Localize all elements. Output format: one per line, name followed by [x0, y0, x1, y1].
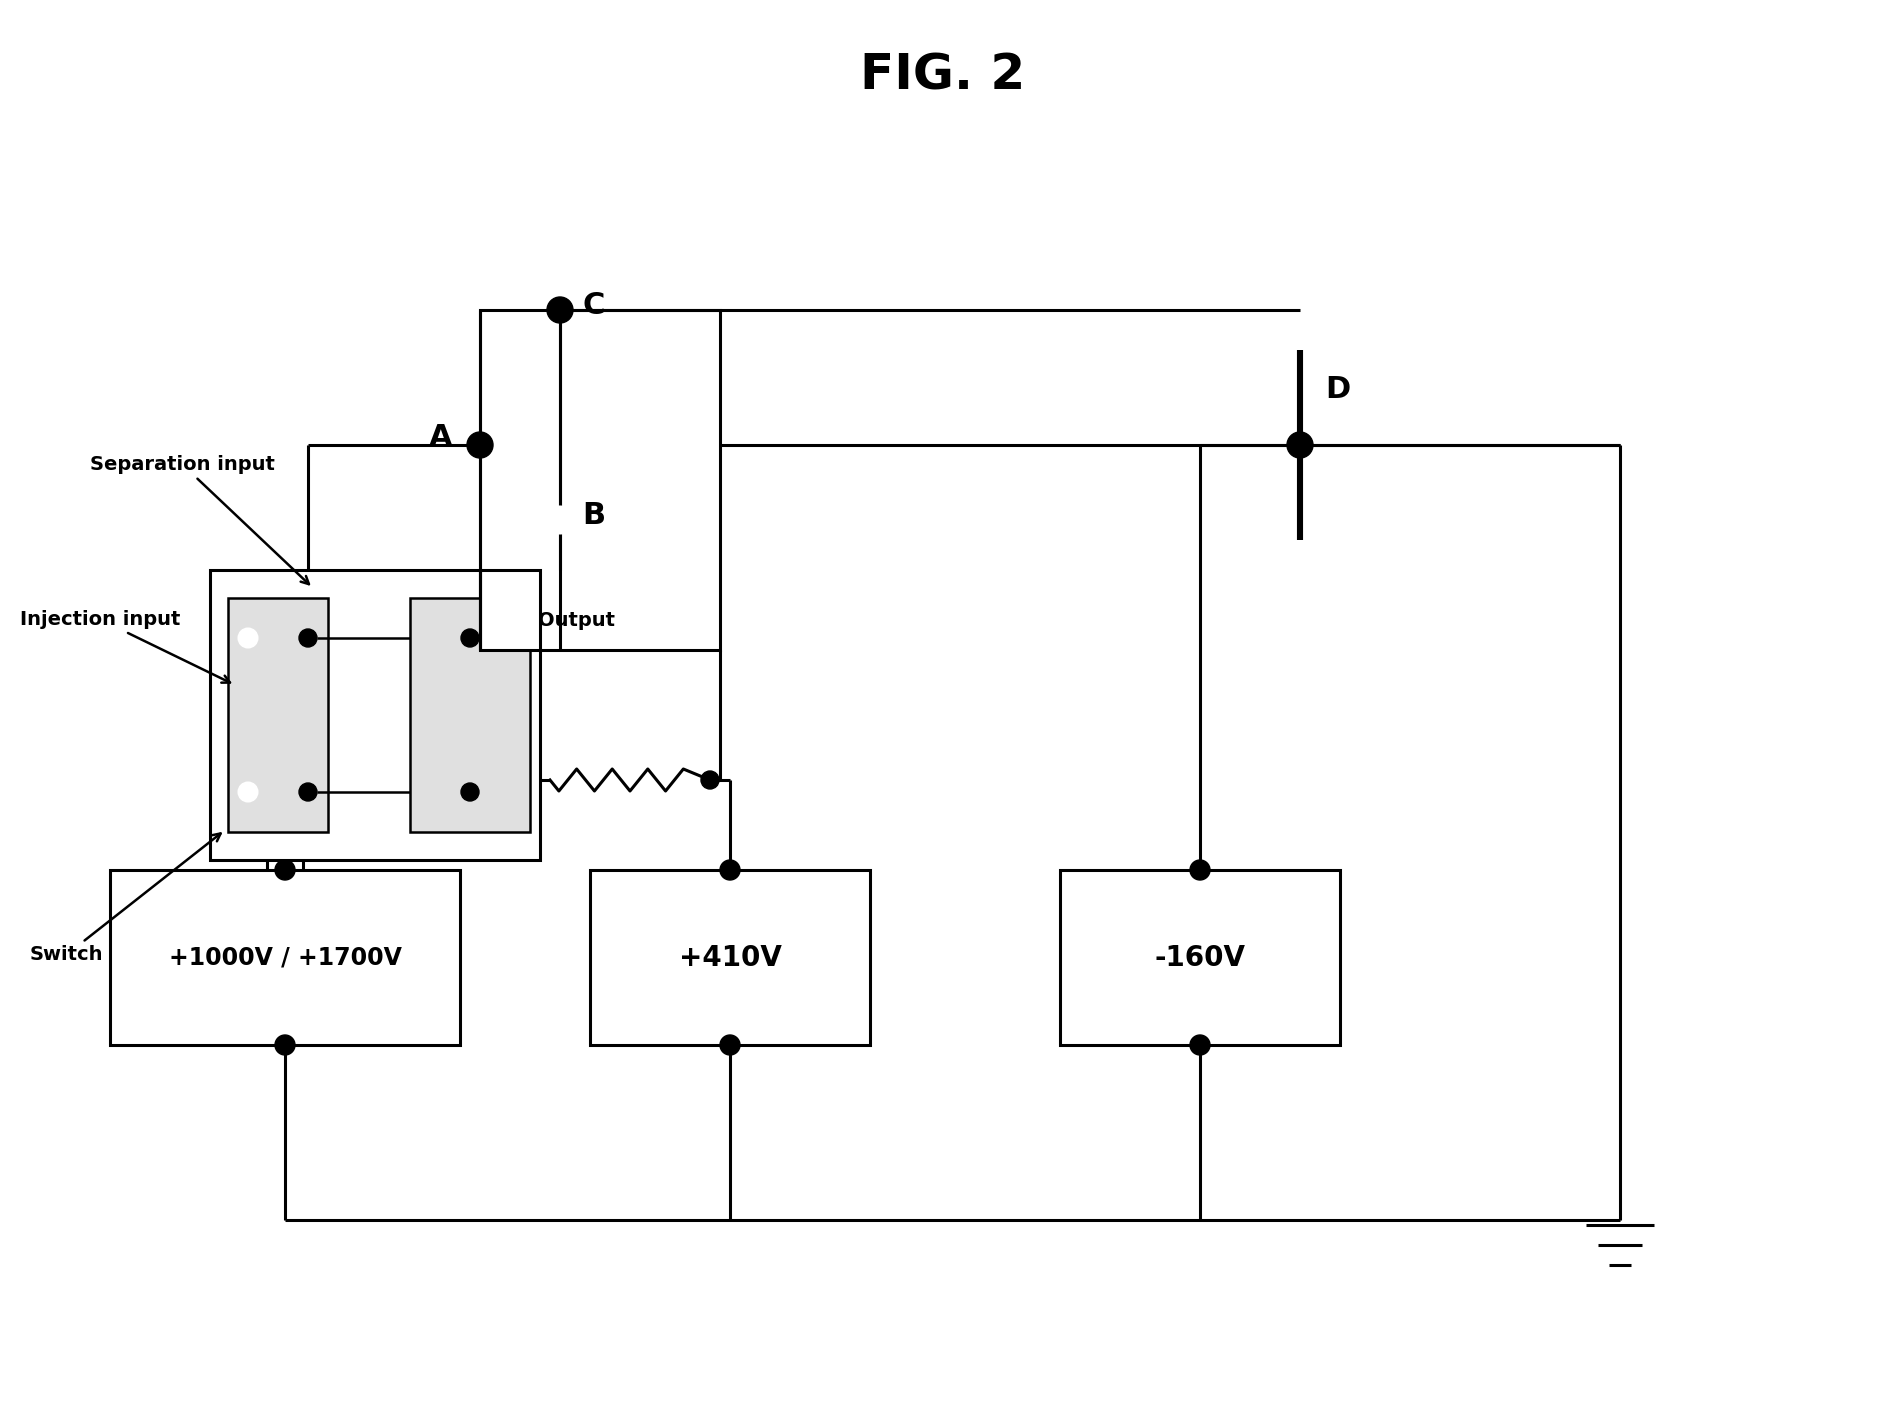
Bar	[228, 599, 328, 832]
Bar	[1059, 870, 1340, 1045]
Text: B: B	[582, 500, 605, 530]
Circle shape	[701, 771, 718, 789]
Bar	[109, 870, 460, 1045]
Circle shape	[462, 628, 479, 647]
Text: Switch: Switch	[30, 833, 221, 964]
Circle shape	[467, 432, 494, 457]
Circle shape	[547, 507, 573, 532]
Circle shape	[300, 628, 317, 647]
Text: +1000V / +1700V: +1000V / +1700V	[168, 946, 402, 970]
Text: A: A	[428, 422, 452, 452]
Text: FIG. 2: FIG. 2	[860, 51, 1025, 99]
Circle shape	[720, 860, 741, 880]
Circle shape	[1189, 860, 1210, 880]
Bar	[411, 599, 530, 832]
Text: C: C	[582, 291, 605, 319]
Text: D: D	[1325, 376, 1350, 404]
Text: Separation input: Separation input	[90, 455, 309, 585]
Text: Injection input: Injection input	[21, 610, 230, 682]
Circle shape	[720, 1035, 741, 1055]
Circle shape	[239, 628, 256, 647]
Text: -160V: -160V	[1154, 943, 1246, 971]
Circle shape	[462, 784, 479, 801]
Bar	[590, 870, 871, 1045]
Circle shape	[275, 860, 294, 880]
Circle shape	[1189, 1035, 1210, 1055]
Circle shape	[275, 1035, 294, 1055]
Circle shape	[1287, 432, 1314, 457]
Bar	[209, 570, 539, 860]
Text: +410V: +410V	[679, 943, 782, 971]
Bar	[481, 311, 720, 650]
Text: Output: Output	[537, 610, 615, 630]
Circle shape	[239, 784, 256, 801]
Circle shape	[547, 297, 573, 323]
Circle shape	[300, 784, 317, 801]
